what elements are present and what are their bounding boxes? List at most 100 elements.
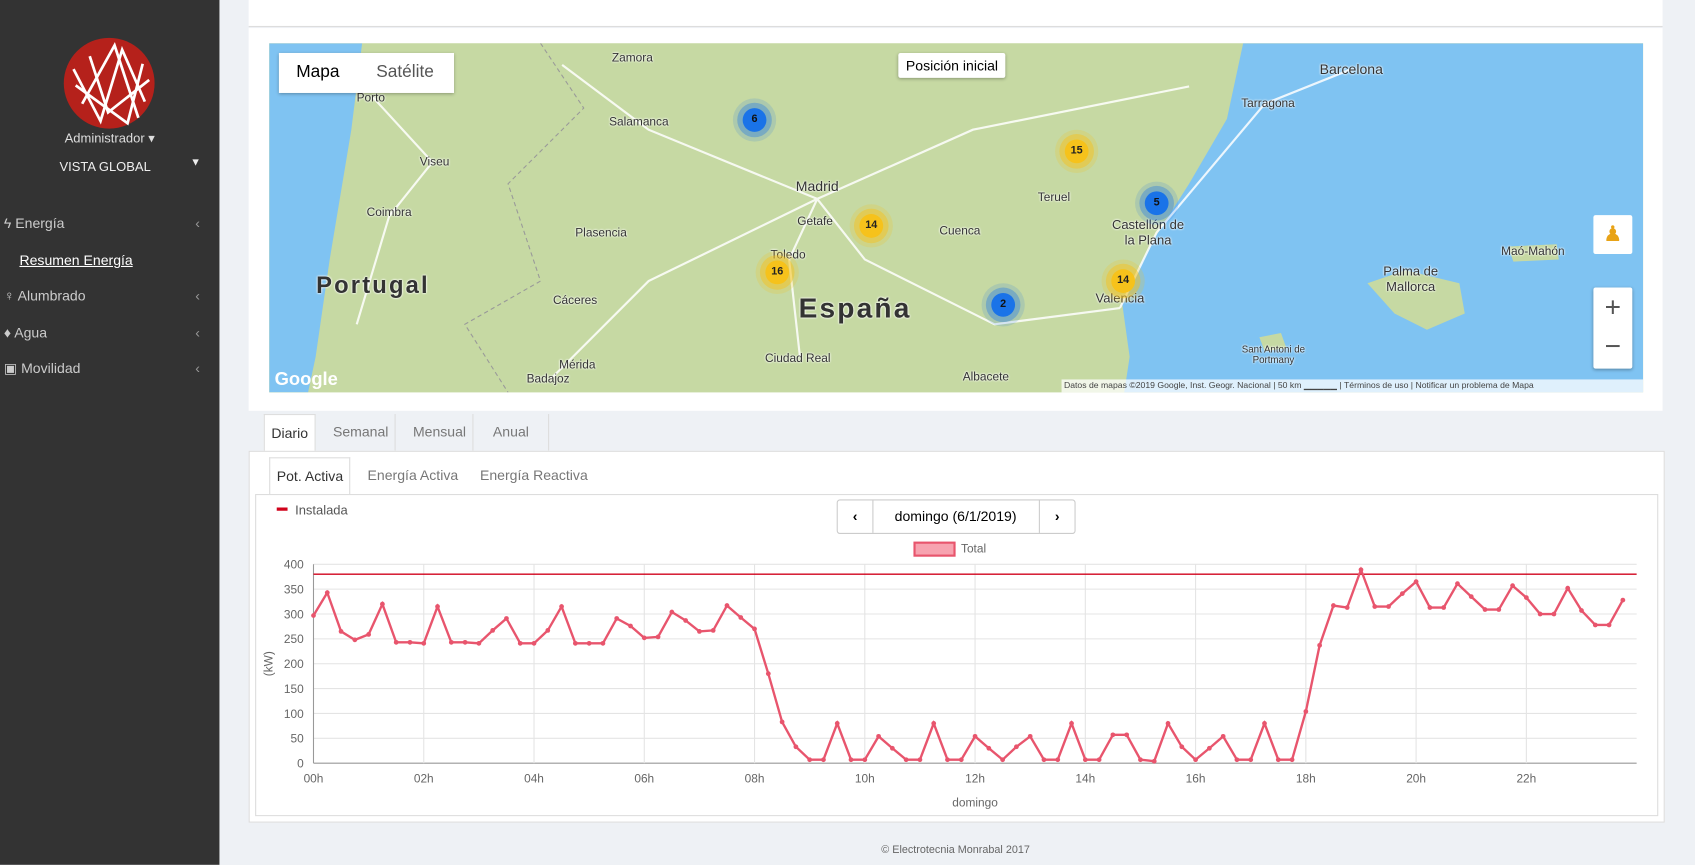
logo (63, 37, 155, 129)
report-link[interactable]: Notificar un problema de Mapa (1415, 380, 1534, 391)
period-tab[interactable]: Diario (263, 414, 316, 452)
menu-label: Energía (15, 215, 65, 232)
data-point (1193, 757, 1198, 763)
data-point (1358, 567, 1364, 573)
data-point (1344, 605, 1350, 610)
x-tick-label: 08h (745, 772, 765, 786)
street-view-button[interactable]: ♟ (1593, 215, 1633, 255)
map[interactable] (269, 43, 1644, 393)
map-label: Porto (356, 91, 385, 105)
legend-swatch (913, 541, 956, 557)
data-point (641, 635, 647, 641)
map-label: Plasencia (575, 227, 627, 240)
data-point (407, 639, 413, 645)
data-point (821, 757, 826, 763)
data-point (765, 671, 771, 677)
y-tick-label: 50 (291, 732, 305, 746)
map-label: Getafe (797, 215, 833, 229)
data-point (834, 721, 840, 726)
data-point (1427, 605, 1433, 610)
map-cluster[interactable]: 16 (765, 260, 790, 285)
data-point (958, 757, 964, 763)
user-menu[interactable]: Administrador ▾ (64, 130, 155, 146)
data-point (421, 640, 427, 646)
data-point (917, 757, 923, 763)
menu-item[interactable]: ♦ Agua ‹ (0, 324, 200, 341)
chart: 0 50 100 150 200 250 300 350 400 00h 02h 04h 06h 08h 1… (261, 503, 1637, 809)
data-point (697, 629, 702, 634)
measure-tab[interactable]: Energía Reactiva (479, 466, 588, 484)
view-selector[interactable]: VISTA GLOBAL (59, 158, 151, 175)
map-cluster[interactable]: 6 (742, 108, 767, 132)
data-point (366, 632, 371, 637)
menu-item[interactable]: ϟ Energía ‹ (0, 215, 200, 232)
map-type-button[interactable]: Mapa (296, 62, 340, 82)
map-cluster[interactable]: 14 (859, 214, 884, 238)
view-caret: ▼ (190, 156, 201, 169)
data-point (1386, 604, 1391, 609)
data-point (462, 639, 468, 645)
data-point (1082, 757, 1088, 763)
map-label: Madrid (795, 177, 839, 195)
data-point (779, 719, 785, 725)
measure-tab[interactable]: Energía Activa (367, 466, 459, 484)
data-point (738, 615, 744, 620)
zoom-out[interactable]: − (1604, 329, 1622, 363)
measure-tab[interactable]: Pot. Activa (269, 457, 351, 496)
zoom-in[interactable]: + (1604, 290, 1622, 324)
map-cluster[interactable]: 15 (1064, 139, 1089, 164)
map-label: Mérida (559, 358, 596, 372)
data-point (1289, 757, 1295, 763)
map-attribution: Datos de mapas ©2019 Google, Inst. Geogr… (1061, 379, 1644, 393)
zoom-control: + − (1593, 287, 1633, 369)
period-tab[interactable]: Anual (486, 414, 550, 451)
legend-label: Total (961, 541, 986, 555)
data-point (393, 639, 399, 645)
menu-item[interactable]: ▣ Movilidad ‹ (0, 359, 200, 377)
map-label: España (798, 291, 912, 324)
y-tick-label: 250 (284, 632, 304, 646)
map-cluster[interactable]: 14 (1111, 269, 1136, 293)
user-name: Administrador (64, 130, 145, 146)
data-point (1468, 594, 1474, 599)
map-cluster[interactable]: 2 (991, 292, 1016, 317)
next-day-button[interactable]: › (1038, 500, 1075, 533)
map-label: Castellón de la Plana (1111, 217, 1185, 248)
data-point (559, 604, 564, 609)
menu-label: Alumbrado (17, 287, 86, 304)
prev-day-button[interactable]: ‹ (838, 500, 874, 533)
data-point (1620, 597, 1626, 603)
reset-position-button[interactable]: Posición inicial (898, 52, 1006, 78)
data-point (793, 744, 799, 750)
map-label: Toledo (770, 248, 806, 262)
data-point (1069, 721, 1074, 726)
series-line (312, 566, 1624, 763)
terms-link[interactable]: Términos de uso (1343, 380, 1409, 391)
x-tick-label: 20h (1406, 772, 1426, 786)
map-label: Barcelona (1319, 61, 1383, 78)
data-point (1027, 733, 1033, 739)
submenu-item[interactable]: Resumen Energía (19, 251, 133, 269)
data-point (380, 601, 385, 607)
y-axis-label: (kW) (261, 651, 275, 676)
map-label: Maó-Mahón (1501, 245, 1565, 259)
satellite-button[interactable]: Satélite (376, 62, 434, 82)
map-label: Valencia (1095, 290, 1145, 306)
period-tab[interactable]: Semanal (326, 414, 396, 451)
data-point (1482, 607, 1488, 612)
x-tick-label: 18h (1296, 772, 1316, 786)
data-point (1537, 611, 1543, 617)
data-point (352, 637, 358, 643)
map-logo: Google (274, 368, 338, 390)
period-tab[interactable]: Mensual (406, 414, 474, 451)
data-point (517, 640, 523, 646)
data-point (862, 757, 868, 763)
x-tick-label: 00h (304, 772, 324, 786)
menu-item[interactable]: ♀ Alumbrado ‹ (0, 287, 200, 304)
data-point (338, 629, 344, 634)
data-point (986, 745, 992, 751)
data-point (628, 623, 633, 629)
x-tick-label: 10h (855, 772, 875, 786)
map-cluster[interactable]: 5 (1144, 191, 1169, 216)
map-label: Sant Antoni de Portmany (1241, 343, 1306, 366)
